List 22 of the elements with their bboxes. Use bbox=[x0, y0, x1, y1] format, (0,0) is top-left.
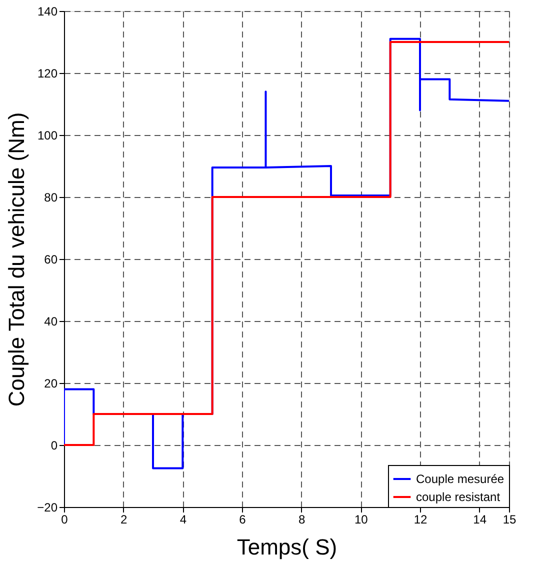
x-tick-label: 8 bbox=[298, 512, 306, 526]
y-tick-label: −20 bbox=[37, 500, 58, 514]
x-tick-label: 15 bbox=[502, 512, 516, 526]
y-tick-label: 80 bbox=[44, 190, 58, 204]
x-tick-label: 4 bbox=[180, 512, 187, 526]
y-tick-label: 0 bbox=[50, 438, 58, 452]
x-tick-label: 12 bbox=[414, 512, 428, 526]
legend-label: Couple mesurée bbox=[416, 472, 504, 486]
x-tick-label: 2 bbox=[120, 512, 128, 526]
x-tick-label: 14 bbox=[473, 512, 487, 526]
y-tick-label: 60 bbox=[44, 252, 58, 266]
y-axis-title: Couple Total du vehicule (Nm) bbox=[4, 112, 30, 407]
x-tick-label: 0 bbox=[61, 512, 68, 526]
y-tick-label: 20 bbox=[44, 376, 58, 390]
y-tick-label: 100 bbox=[37, 128, 58, 142]
y-tick-label: 40 bbox=[44, 314, 58, 328]
y-tick-label: 120 bbox=[37, 66, 58, 80]
y-tick-label: 140 bbox=[37, 4, 58, 18]
x-tick-label: 6 bbox=[239, 512, 246, 526]
x-axis-title: Temps( S) bbox=[236, 534, 338, 560]
legend-label: couple resistant bbox=[416, 490, 501, 504]
x-tick-label: 10 bbox=[354, 512, 368, 526]
